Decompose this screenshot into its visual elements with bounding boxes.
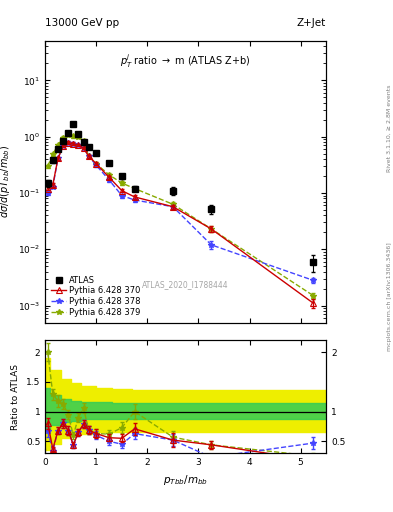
Text: 13000 GeV pp: 13000 GeV pp [45,18,119,28]
Text: $p_T^j$ ratio $\rightarrow$ m (ATLAS Z+b): $p_T^j$ ratio $\rightarrow$ m (ATLAS Z+b… [120,52,251,70]
Text: Rivet 3.1.10, ≥ 2.8M events: Rivet 3.1.10, ≥ 2.8M events [387,84,392,172]
X-axis label: $p_{Tbb}/m_{bb}$: $p_{Tbb}/m_{bb}$ [163,473,208,486]
Text: Z+Jet: Z+Jet [297,18,326,28]
Text: ATLAS_2020_I1788444: ATLAS_2020_I1788444 [142,280,229,289]
Legend: ATLAS, Pythia 6.428 370, Pythia 6.428 378, Pythia 6.428 379: ATLAS, Pythia 6.428 370, Pythia 6.428 37… [50,274,143,318]
Text: mcplots.cern.ch [arXiv:1306.3436]: mcplots.cern.ch [arXiv:1306.3436] [387,243,392,351]
Y-axis label: Ratio to ATLAS: Ratio to ATLAS [11,364,20,430]
Y-axis label: $d\sigma/d(pT_{bb}/m_{bb})$: $d\sigma/d(pT_{bb}/m_{bb})$ [0,145,13,219]
